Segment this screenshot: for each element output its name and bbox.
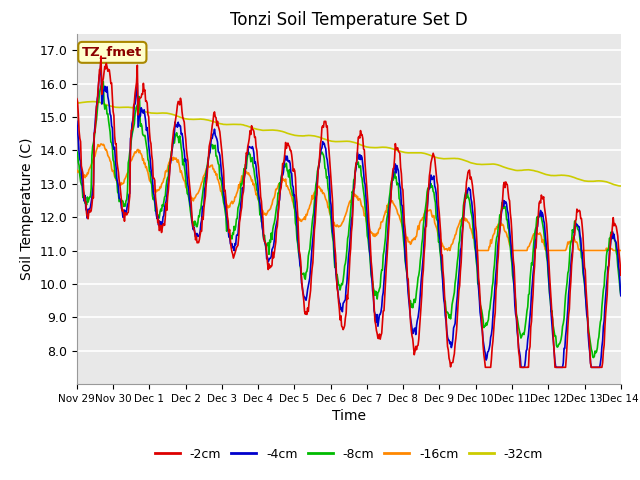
X-axis label: Time: Time bbox=[332, 409, 366, 423]
Legend: -2cm, -4cm, -8cm, -16cm, -32cm: -2cm, -4cm, -8cm, -16cm, -32cm bbox=[150, 443, 548, 466]
Y-axis label: Soil Temperature (C): Soil Temperature (C) bbox=[20, 138, 34, 280]
Text: TZ_fmet: TZ_fmet bbox=[82, 46, 143, 59]
Title: Tonzi Soil Temperature Set D: Tonzi Soil Temperature Set D bbox=[230, 11, 468, 29]
